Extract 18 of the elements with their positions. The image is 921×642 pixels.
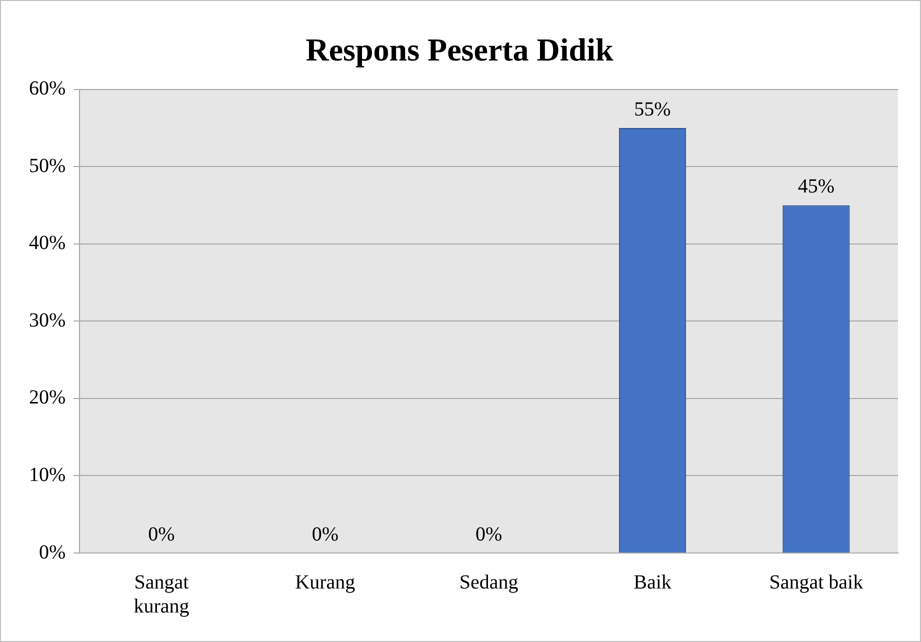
y-tick-label: 50% [28,154,66,177]
y-tick-label: 40% [28,232,66,254]
chart-title: Respons Peserta Didik [306,31,614,68]
y-tick-label: 60% [28,78,66,100]
data-label: 0% [312,523,338,546]
x-tick-label: Baik [634,571,672,594]
y-tick-label: 10% [28,464,66,486]
x-tick-label: Kurang [295,571,356,594]
y-tick-label: 20% [28,386,66,409]
data-label: 45% [798,176,834,198]
y-tick-label: 30% [28,309,66,332]
x-tick-label: Sedang [459,571,518,594]
data-label: 0% [148,523,175,546]
x-tick-label: Sangat baik [769,571,864,594]
y-tick-label: 0% [38,541,66,564]
data-label: 55% [634,98,671,120]
data-label: 0% [475,523,502,546]
x-tick-label: Sangat kurang [134,571,190,618]
